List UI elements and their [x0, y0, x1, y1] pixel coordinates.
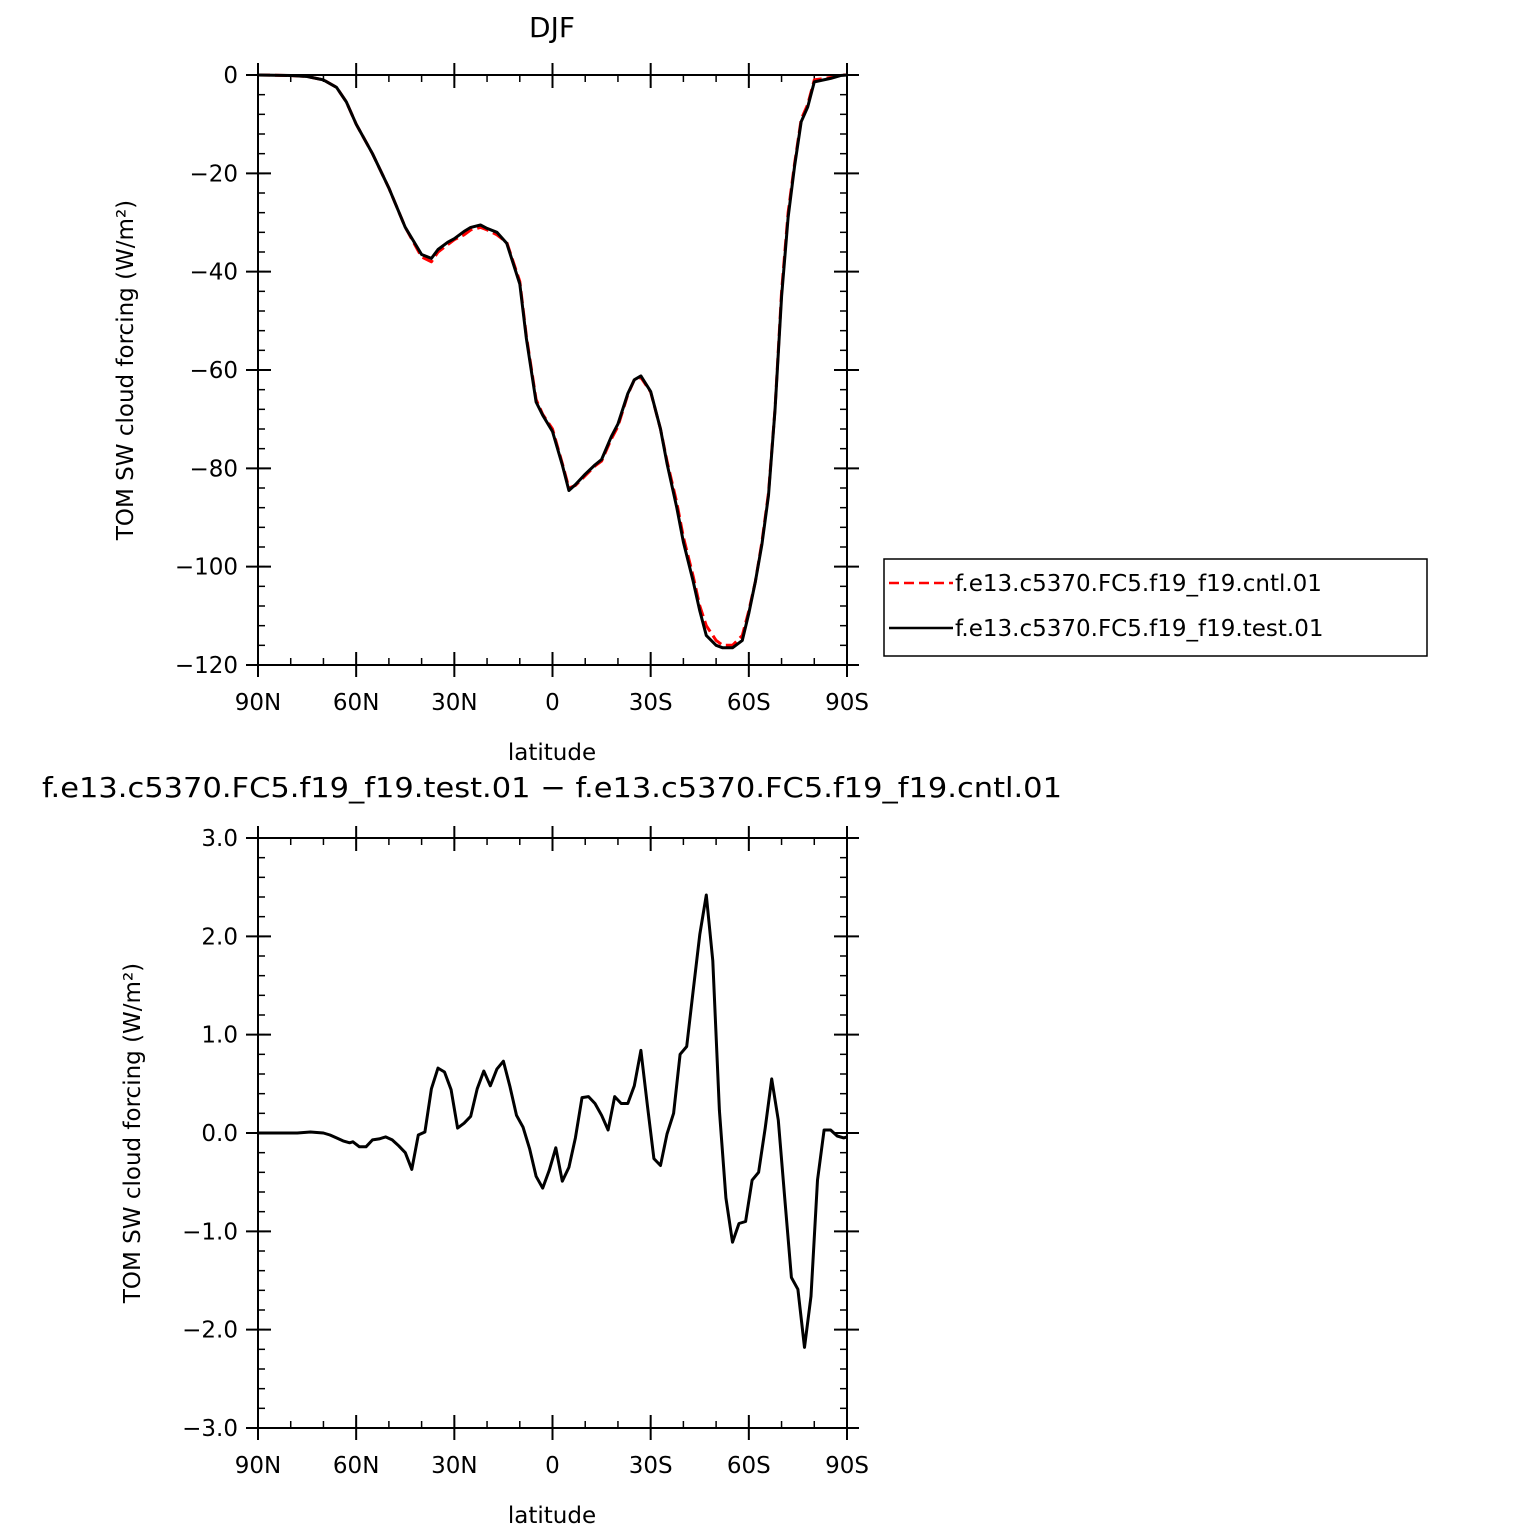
- legend-label-test: f.e13.c5370.FC5.f19_f19.test.01: [955, 616, 1323, 642]
- x-tick-label: 90N: [235, 690, 281, 716]
- series-line-test: [257, 73, 848, 650]
- x-tick-label: 30S: [629, 1453, 673, 1479]
- y-tick-label: −20: [189, 161, 238, 187]
- legend: f.e13.c5370.FC5.f19_f19.cntl.01 f.e13.c5…: [883, 558, 1428, 657]
- y-tick-label: 1.0: [201, 1023, 238, 1049]
- y-tick-label: 3.0: [201, 826, 238, 852]
- y-tick-label: −3.0: [182, 1416, 238, 1442]
- series-line-difference: [258, 893, 848, 1349]
- plot-frame: [257, 74, 848, 666]
- x-tick-label: 90S: [825, 690, 869, 716]
- x-tick-label: 60S: [727, 1453, 771, 1479]
- x-tick-label: 60N: [333, 690, 379, 716]
- x-tick-label: 90N: [235, 1453, 281, 1479]
- y-tick-label: 0: [223, 63, 238, 89]
- x-tick-label: 60S: [727, 690, 771, 716]
- bottom-y-axis-label: TOM SW cloud forcing (W/m²): [120, 963, 146, 1304]
- bottom-plot-title: f.e13.c5370.FC5.f19_f19.test.01 − f.e13.…: [42, 771, 1062, 804]
- y-tick-label: −120: [175, 653, 238, 679]
- x-tick-label: 0: [545, 1453, 560, 1479]
- y-tick-label: −40: [189, 260, 238, 286]
- y-tick-label: −100: [175, 555, 238, 581]
- bottom-plot-area: 3.0 2.0 1.0 0.0 −1.0 −2.0 −3.0 90N 60N 30N 0 30S 60S…: [182, 826, 869, 1479]
- x-tick-label: 60N: [333, 1453, 379, 1479]
- legend-label-cntl: f.e13.c5370.FC5.f19_f19.cntl.01: [955, 571, 1322, 597]
- y-tick-label: 2.0: [201, 924, 238, 950]
- x-tick-label: 0: [545, 690, 560, 716]
- y-tick-label: −1.0: [182, 1219, 238, 1245]
- top-y-axis-label: TOM SW cloud forcing (W/m²): [113, 200, 139, 541]
- y-tick-label: −2.0: [182, 1318, 238, 1344]
- x-tick-label: 30S: [629, 690, 673, 716]
- legend-box: [883, 558, 1428, 657]
- plot-frame: [257, 837, 848, 1429]
- top-plot-area: 0 −20 −40 −60 −80 −100 −120 90N 60N 30N 0 30S 60S 90S: [175, 63, 869, 716]
- y-tick-label: −80: [189, 456, 238, 482]
- top-x-axis-label: latitude: [508, 740, 596, 766]
- bottom-x-axis-label: latitude: [508, 1503, 596, 1529]
- y-tick-label: 0.0: [201, 1121, 238, 1147]
- x-tick-label: 30N: [431, 690, 477, 716]
- x-tick-label: 90S: [825, 1453, 869, 1479]
- y-tick-label: −60: [189, 358, 238, 384]
- x-tick-label: 30N: [431, 1453, 477, 1479]
- top-plot-title: DJF: [529, 11, 575, 44]
